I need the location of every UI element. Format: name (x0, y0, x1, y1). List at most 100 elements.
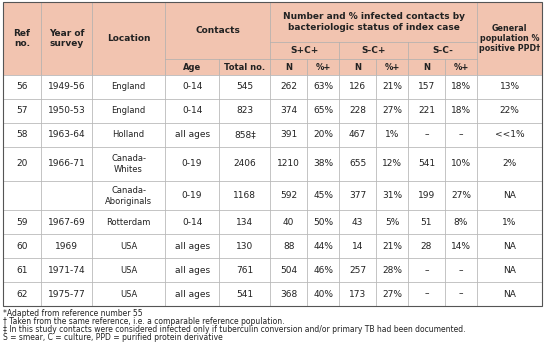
Bar (92, 75, 165, 99)
Text: –: – (459, 266, 463, 275)
Text: 65%: 65% (313, 106, 333, 115)
Text: Age: Age (183, 63, 201, 71)
Text: 1%: 1% (385, 130, 399, 139)
Text: ‡ In this study contacts were considered infected only if tuberculin conversion : ‡ In this study contacts were considered… (3, 325, 465, 334)
Text: 761: 761 (236, 266, 253, 275)
Text: 467: 467 (349, 130, 366, 139)
Text: Canada-
Aboriginals: Canada- Aboriginals (105, 186, 152, 206)
Text: –: – (424, 290, 429, 299)
Bar (477, 75, 542, 99)
Text: 1966-71: 1966-71 (47, 159, 86, 169)
Bar (376, 75, 408, 99)
Bar (445, 282, 477, 306)
Text: 5%: 5% (385, 218, 399, 227)
Text: –: – (424, 130, 429, 139)
Bar (165, 59, 219, 75)
Text: 60: 60 (16, 242, 28, 251)
Text: 31%: 31% (382, 191, 402, 200)
Bar (270, 282, 307, 306)
Bar (41, 99, 92, 123)
Bar (340, 234, 376, 258)
Bar (41, 75, 92, 99)
Bar (376, 234, 408, 258)
Text: 2406: 2406 (233, 159, 256, 169)
Text: 592: 592 (280, 191, 297, 200)
Text: 56: 56 (16, 82, 28, 91)
Bar (477, 181, 542, 210)
Text: 62: 62 (16, 290, 28, 299)
Text: all ages: all ages (174, 290, 210, 299)
Bar (445, 147, 477, 181)
Bar (92, 234, 165, 258)
Bar (92, 282, 165, 306)
Text: 20%: 20% (313, 130, 333, 139)
Bar (477, 147, 542, 181)
Text: 1963-64: 1963-64 (47, 130, 86, 139)
Bar (41, 234, 92, 258)
Text: 51: 51 (421, 218, 432, 227)
Bar (408, 181, 445, 210)
Bar (3, 75, 41, 99)
Bar (219, 258, 270, 282)
Text: 59: 59 (16, 218, 28, 227)
Text: 173: 173 (349, 290, 366, 299)
Text: 1975-77: 1975-77 (47, 290, 86, 299)
Text: 1969: 1969 (55, 242, 78, 251)
Text: 545: 545 (236, 82, 253, 91)
Bar (165, 258, 219, 282)
Text: %+: %+ (384, 63, 399, 71)
Bar (165, 99, 219, 123)
Text: all ages: all ages (174, 266, 210, 275)
Bar (376, 181, 408, 210)
Bar (408, 147, 445, 181)
Text: 126: 126 (349, 82, 366, 91)
Text: 134: 134 (236, 218, 253, 227)
Text: Holland: Holland (113, 130, 144, 139)
Bar (307, 147, 340, 181)
Bar (445, 75, 477, 99)
Text: Location: Location (107, 34, 150, 43)
Bar (340, 210, 376, 234)
Bar (92, 210, 165, 234)
Bar (408, 42, 477, 59)
Bar (219, 147, 270, 181)
Bar (270, 210, 307, 234)
Bar (92, 2, 165, 75)
Text: 58: 58 (16, 130, 28, 139)
Bar (408, 99, 445, 123)
Text: 1210: 1210 (277, 159, 300, 169)
Text: 199: 199 (418, 191, 435, 200)
Bar (307, 181, 340, 210)
Bar (92, 99, 165, 123)
Text: S = smear, C = culture, PPD = purified protein derivative: S = smear, C = culture, PPD = purified p… (3, 333, 223, 342)
Text: 27%: 27% (451, 191, 471, 200)
Text: Canada-
Whites: Canada- Whites (111, 154, 146, 174)
Text: 257: 257 (349, 266, 366, 275)
Bar (340, 42, 408, 59)
Text: 10%: 10% (451, 159, 471, 169)
Bar (408, 282, 445, 306)
Text: 228: 228 (349, 106, 366, 115)
Bar (41, 210, 92, 234)
Bar (307, 99, 340, 123)
Bar (340, 181, 376, 210)
Bar (219, 210, 270, 234)
Text: 43: 43 (352, 218, 364, 227)
Text: 1967-69: 1967-69 (47, 218, 86, 227)
Bar (3, 123, 41, 147)
Bar (408, 59, 445, 75)
Text: –: – (459, 290, 463, 299)
Text: 541: 541 (418, 159, 435, 169)
Bar (3, 282, 41, 306)
Text: N: N (354, 63, 361, 71)
Text: 21%: 21% (382, 82, 402, 91)
Text: S+C+: S+C+ (290, 46, 319, 55)
Text: 46%: 46% (313, 266, 333, 275)
Bar (41, 123, 92, 147)
Text: N: N (285, 63, 292, 71)
Bar (376, 99, 408, 123)
Bar (307, 210, 340, 234)
Text: Number and % infected contacts by
bacteriologic status of index case: Number and % infected contacts by bacter… (283, 12, 465, 31)
Text: 130: 130 (236, 242, 253, 251)
Text: 0-14: 0-14 (182, 106, 202, 115)
